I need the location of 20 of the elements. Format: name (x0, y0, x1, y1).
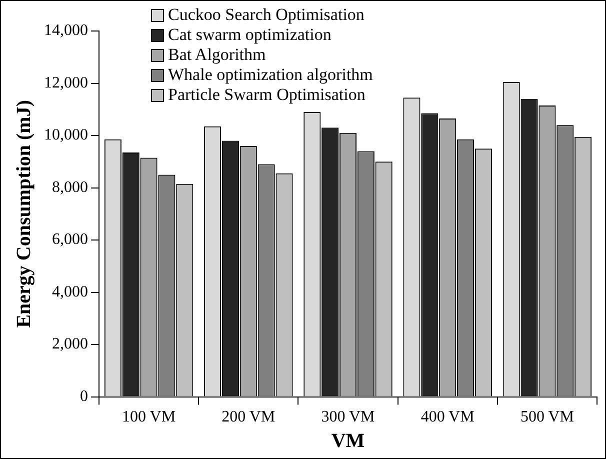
y-tick-label: 6,000 (52, 231, 88, 248)
x-tick-label: 200 VM (222, 408, 276, 426)
x-tick-label: 300 VM (321, 408, 375, 426)
y-tick-label: 4,000 (52, 283, 88, 300)
y-tick-label: 12,000 (44, 74, 88, 92)
legend-label: Cuckoo Search Optimisation (168, 5, 364, 25)
legend-label: Cat swarm optimization (168, 25, 332, 45)
y-tick-label: 10,000 (44, 126, 88, 144)
legend-label: Bat Algorithm (168, 45, 266, 65)
y-tick-label: 14,000 (44, 22, 88, 40)
x-tick-label: 500 VM (520, 408, 574, 426)
y-tick-label: 2,000 (52, 336, 88, 353)
x-tick-label: 100 VM (122, 408, 176, 426)
x-axis-title: VM (331, 430, 365, 452)
y-tick-label: 8,000 (52, 178, 88, 196)
y-axis-title: Energy Consumption (mJ) (13, 100, 36, 328)
y-tick-label: 0 (80, 388, 88, 406)
legend-label: Particle Swarm Optimisation (168, 85, 366, 105)
legend-label: Whale optimization algorithm (168, 65, 373, 85)
x-tick-label: 400 VM (420, 408, 474, 426)
